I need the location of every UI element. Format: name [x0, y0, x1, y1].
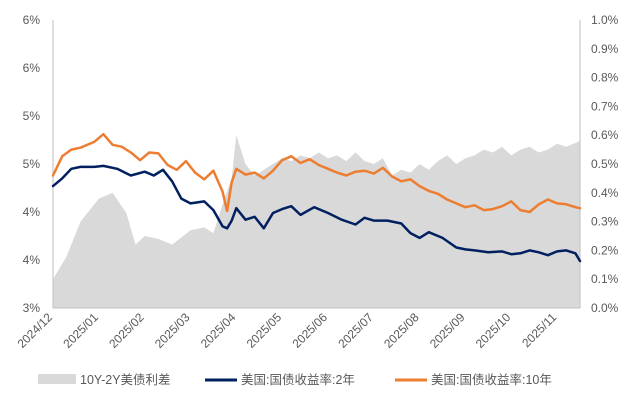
x-axis-tick-label: 2025/11 [519, 310, 559, 350]
left-axis-tick-label: 5% [23, 109, 41, 123]
right-axis-tick-label: 0.1% [591, 272, 619, 286]
x-axis-tick-label: 2025/07 [335, 310, 376, 351]
left-axis-tick-label: 4% [23, 253, 41, 267]
x-axis-tick-label: 2025/06 [289, 310, 330, 351]
x-axis-tick-label: 2024/12 [15, 310, 56, 351]
legend-swatch-area [38, 374, 76, 384]
left-axis-tick-label: 5% [23, 157, 41, 171]
right-axis-ticks: 0.0% 0.1% 0.2% 0.3% 0.4% 0.5% 0.6% 0.7% 0.8% 0.9%… [591, 13, 619, 315]
right-axis-tick-label: 0.2% [591, 243, 619, 257]
x-axis-tick-label: 2025/09 [427, 310, 468, 351]
right-axis-tick-label: 1.0% [591, 13, 619, 27]
left-axis-tick-label: 6% [23, 13, 41, 27]
right-axis-tick-label: 0.3% [591, 215, 619, 229]
x-axis-tick-label: 2025/03 [152, 310, 193, 351]
x-axis-tick-label: 2025/01 [60, 310, 101, 351]
right-axis-tick-label: 0.6% [591, 128, 619, 142]
left-axis-tick-label: 4% [23, 205, 41, 219]
series-line-10y [51, 132, 582, 214]
series-area-spread [53, 135, 580, 308]
x-axis-tick-label: 2025/10 [473, 310, 514, 351]
series-line-2y [51, 164, 582, 263]
spread-area-layer [53, 135, 580, 308]
left-axis-tick-label: 3% [23, 301, 41, 315]
legend: 10Y-2Y美债利差 美国:国债收益率:2年 美国:国债收益率:10年 [38, 372, 552, 387]
left-axis-tick-label: 6% [23, 61, 41, 75]
right-axis-tick-label: 0.7% [591, 99, 619, 113]
x-axis-tick-label: 2025/02 [106, 310, 147, 351]
x-axis-ticks: 2024/12 2025/01 2025/02 2025/03 2025/04 2025/… [15, 310, 560, 351]
x-axis-tick-label: 2025/05 [244, 310, 285, 351]
legend-label: 10Y-2Y美债利差 [80, 373, 171, 387]
right-axis-tick-label: 0.8% [591, 71, 619, 85]
right-axis-tick-label: 0.9% [591, 42, 619, 56]
x-axis-tick-label: 2025/08 [381, 310, 422, 351]
legend-label: 美国:国债收益率:2年 [241, 372, 355, 387]
left-axis-ticks: 3% 4% 4% 5% 5% 6% 6% [23, 13, 41, 315]
right-axis-tick-label: 0.4% [591, 186, 619, 200]
right-axis-tick-label: 0.0% [591, 301, 619, 315]
yield-lines [51, 132, 582, 263]
right-axis-tick-label: 0.5% [591, 157, 619, 171]
legend-label: 美国:国债收益率:10年 [431, 372, 552, 387]
x-axis-tick-label: 2025/04 [198, 310, 239, 351]
